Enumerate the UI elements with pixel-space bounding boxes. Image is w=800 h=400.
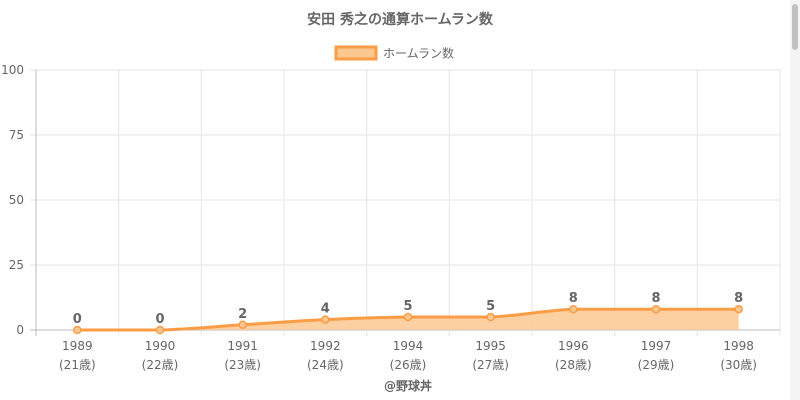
chart-title: 安田 秀之の通算ホームラン数 — [307, 11, 494, 28]
y-tick-label: 100 — [1, 63, 24, 77]
data-label: 4 — [321, 302, 330, 317]
series-points — [73, 304, 743, 335]
data-point[interactable] — [238, 320, 247, 330]
data-label: 0 — [73, 312, 82, 327]
x-tick-sublabel: (22歳) — [142, 358, 179, 372]
data-point[interactable] — [569, 304, 578, 314]
x-tick-label: 1991 — [227, 339, 258, 353]
x-tick-sublabel: (23歳) — [224, 358, 261, 372]
x-tick-sublabel: (21歳) — [59, 358, 96, 372]
data-point[interactable] — [486, 312, 495, 322]
data-labels: 0 0 2 4 5 5 8 8 8 — [73, 291, 743, 327]
grid — [30, 69, 781, 336]
data-point[interactable] — [321, 315, 330, 324]
y-tick-label: 25 — [9, 258, 24, 272]
x-tick-sublabel: (30歳) — [720, 358, 757, 372]
y-tick-label: 50 — [9, 193, 24, 207]
x-tick-label: 1990 — [145, 339, 176, 353]
legend[interactable]: ホームラン数 — [334, 45, 454, 61]
data-point[interactable] — [403, 312, 413, 322]
x-tick-label: 1995 — [475, 339, 506, 353]
y-tick-label: 0 — [16, 323, 24, 337]
x-tick-sublabel: (29歳) — [638, 358, 675, 372]
legend-swatch — [334, 45, 378, 61]
y-axis-ticks: 0 25 50 75 100 — [1, 63, 24, 337]
x-tick-label: 1989 — [62, 339, 93, 353]
x-axis-label: @野球丼 — [384, 378, 432, 393]
data-label: 2 — [238, 307, 247, 322]
data-label: 8 — [734, 291, 743, 306]
data-label: 8 — [651, 291, 660, 306]
scrollbar-thumb[interactable] — [792, 4, 798, 50]
data-point[interactable] — [155, 325, 165, 335]
data-label: 5 — [403, 299, 412, 314]
x-tick-label: 1992 — [310, 339, 341, 353]
y-tick-label: 75 — [9, 128, 24, 142]
data-point[interactable] — [734, 304, 743, 314]
data-label: 8 — [569, 291, 578, 306]
x-tick-sublabel: (28歳) — [555, 358, 592, 372]
x-tick-label: 1994 — [393, 339, 424, 353]
x-axis-ticks: 1989 (21歳) 1990 (22歳) 1991 (23歳) 1992 (24歳) 1994… — [59, 339, 757, 372]
scrollbar[interactable] — [790, 0, 800, 400]
x-tick-sublabel: (24歳) — [307, 358, 344, 372]
legend-label: ホームラン数 — [383, 46, 454, 61]
data-point[interactable] — [73, 325, 82, 335]
x-tick-label: 1996 — [558, 339, 589, 353]
x-tick-sublabel: (26歳) — [390, 358, 427, 372]
x-tick-label: 1998 — [723, 339, 754, 353]
data-point[interactable] — [651, 304, 661, 314]
data-label: 5 — [486, 299, 495, 314]
x-tick-sublabel: (27歳) — [472, 358, 509, 372]
data-label: 0 — [155, 312, 164, 327]
x-tick-label: 1997 — [641, 339, 672, 353]
